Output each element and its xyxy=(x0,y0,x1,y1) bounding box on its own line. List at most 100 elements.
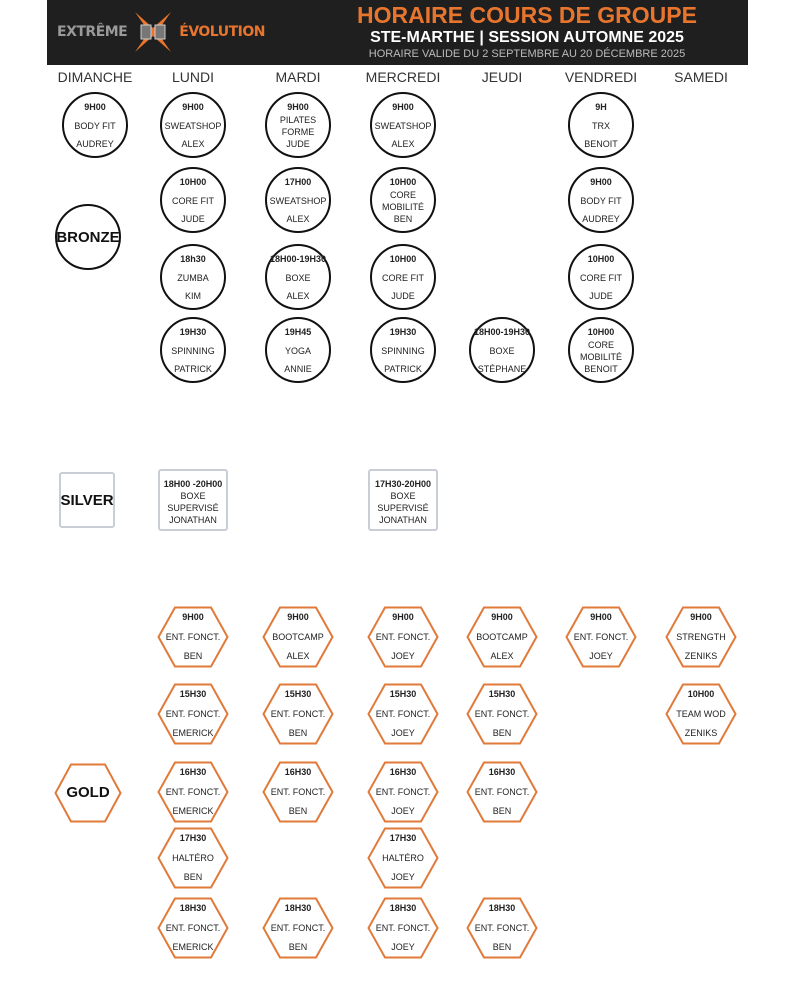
class-slot-gold[interactable]: 9H00 BOOTCAMP ALEX xyxy=(262,606,334,668)
class-instructor: JOEY xyxy=(589,651,613,661)
class-slot-gold[interactable]: 9H00 ENT. FONCT. JOEY xyxy=(367,606,439,668)
class-slot-gold[interactable]: 18H30 ENT. FONCT. JOEY xyxy=(367,897,439,959)
class-slot-bronze[interactable]: 17H00 SWEATSHOP ALEX xyxy=(265,167,331,233)
class-name: ENT. FONCT. xyxy=(474,786,530,797)
class-name: BOOTCAMP xyxy=(272,631,324,642)
class-name: CORE FIT xyxy=(172,195,214,206)
class-slot-gold[interactable]: 18H30 ENT. FONCT. BEN xyxy=(466,897,538,959)
class-slot-gold[interactable]: 9H00 ENT. FONCT. JOEY xyxy=(565,606,637,668)
class-name: ENT. FONCT. xyxy=(573,631,629,642)
class-slot-gold[interactable]: 18H30 ENT. FONCT. EMERICK xyxy=(157,897,229,959)
hexagon-shape xyxy=(157,606,229,668)
class-slot-bronze[interactable]: 10H00 CORE FIT JUDE xyxy=(370,244,436,310)
class-name: CORE MOBILITÉ xyxy=(579,339,622,362)
hexagon-shape xyxy=(262,897,334,959)
class-name: SWEATSHOP xyxy=(164,120,222,131)
class-slot-bronze[interactable]: 9H00 BODY FIT AUDREY xyxy=(62,92,128,158)
class-instructor: ALEX xyxy=(286,214,310,224)
class-name: ENT. FONCT. xyxy=(165,708,221,719)
class-slot-gold[interactable]: 9H00 STRENGTH ZENIKS xyxy=(665,606,737,668)
class-name: ENT. FONCT. xyxy=(375,631,431,642)
class-slot-gold[interactable]: 15H30 ENT. FONCT. BEN xyxy=(466,683,538,745)
hexagon-shape xyxy=(367,606,439,668)
class-instructor: BENOIT xyxy=(584,364,618,374)
class-name: SUPERVISÉ xyxy=(167,503,219,513)
class-name: ENT. FONCT. xyxy=(270,708,326,719)
hexagon-shape xyxy=(54,763,122,823)
class-slot-gold[interactable]: 17H30 HALTÉRO JOEY xyxy=(367,827,439,889)
class-instructor: PATRICK xyxy=(384,364,422,374)
class-slot-gold[interactable]: 16H30 ENT. FONCT. BEN xyxy=(262,761,334,823)
hexagon-shape xyxy=(466,897,538,959)
class-name: SWEATSHOP xyxy=(374,120,432,131)
class-slot-gold[interactable]: 15H30 ENT. FONCT. EMERICK xyxy=(157,683,229,745)
validity-text: HORAIRE VALIDE DU 2 SEPTEMBRE AU 20 DÉCE… xyxy=(368,48,686,60)
hexagon-shape xyxy=(367,683,439,745)
class-slot-bronze[interactable]: 18H00-19H30 BOXE STÉPHANE xyxy=(469,317,535,383)
class-time: 19H45 xyxy=(284,327,312,337)
class-time: 10H00 xyxy=(389,254,417,264)
class-name: SWEATSHOP xyxy=(269,195,327,206)
class-instructor: ANNIE xyxy=(284,364,312,374)
class-slot-bronze[interactable]: 18h30 ZUMBA KIM xyxy=(160,244,226,310)
class-instructor: JUDE xyxy=(391,291,415,301)
class-slot-gold[interactable]: 17H30 HALTÉRO BEN xyxy=(157,827,229,889)
class-instructor: JONATHAN xyxy=(379,515,427,525)
day-header-3: MERCREDI xyxy=(365,69,441,85)
class-slot-bronze[interactable]: 9H00 SWEATSHOP ALEX xyxy=(370,92,436,158)
class-slot-bronze[interactable]: 9H00 PILATES FORME JUDE xyxy=(265,92,331,158)
class-time: 18H30 xyxy=(488,903,516,913)
class-name: ENT. FONCT. xyxy=(474,922,530,933)
class-slot-bronze[interactable]: 19H45 YOGA ANNIE xyxy=(265,317,331,383)
class-slot-bronze[interactable]: 10H00 CORE FIT JUDE xyxy=(568,244,634,310)
class-time: 17H00 xyxy=(284,177,312,187)
class-name: ENT. FONCT. xyxy=(165,922,221,933)
hexagon-shape xyxy=(157,683,229,745)
class-slot-bronze[interactable]: 19H30 SPINNING PATRICK xyxy=(370,317,436,383)
class-slot-silver[interactable]: 17H30-20H00 BOXE SUPERVISÉ JONATHAN xyxy=(368,469,438,531)
class-slot-bronze[interactable]: 9H TRX BENOIT xyxy=(568,92,634,158)
class-slot-gold[interactable]: 16H30 ENT. FONCT. JOEY xyxy=(367,761,439,823)
day-header-2: MARDI xyxy=(275,69,321,85)
class-name: YOGA xyxy=(284,345,311,356)
class-slot-bronze[interactable]: 10H00 CORE MOBILITÉ BENOIT xyxy=(568,317,634,383)
tier-label-text: GOLD xyxy=(66,783,110,801)
class-slot-bronze[interactable]: 18H00-19H30 BOXE ALEX xyxy=(265,244,331,310)
class-slot-bronze[interactable]: 9H00 BODY FIT AUDREY xyxy=(568,167,634,233)
logo-right-text: ÉVOLUTION xyxy=(179,24,265,40)
hexagon-shape xyxy=(466,606,538,668)
class-instructor: PATRICK xyxy=(174,364,212,374)
class-name: ENT. FONCT. xyxy=(375,786,431,797)
class-slot-bronze[interactable]: 10H00 CORE FIT JUDE xyxy=(160,167,226,233)
class-slot-silver[interactable]: 18H00 -20H00 BOXE SUPERVISÉ JONATHAN xyxy=(158,469,228,531)
class-time: 15H30 xyxy=(389,689,417,699)
class-time: 10H00 xyxy=(389,177,417,187)
class-slot-bronze[interactable]: 10H00 CORE MOBILITÉ BEN xyxy=(370,167,436,233)
class-time: 9H xyxy=(595,102,607,112)
class-time: 9H00 xyxy=(287,612,309,622)
page-subtitle: STE-MARTHE | SESSION AUTOMNE 2025 xyxy=(370,29,684,46)
class-time: 17H30 xyxy=(179,833,207,843)
hexagon-shape xyxy=(367,761,439,823)
class-slot-gold[interactable]: 16H30 ENT. FONCT. BEN xyxy=(466,761,538,823)
class-time: 10H00 xyxy=(587,254,615,264)
class-time: 9H00 xyxy=(182,612,204,622)
class-slot-gold[interactable]: 16H30 ENT. FONCT. EMERICK xyxy=(157,761,229,823)
class-slot-gold[interactable]: 15H30 ENT. FONCT. BEN xyxy=(262,683,334,745)
day-header-5: VENDREDI xyxy=(564,69,638,85)
class-name: HALTÉRO xyxy=(382,852,424,863)
class-slot-bronze[interactable]: 9H00 SWEATSHOP ALEX xyxy=(160,92,226,158)
class-time: 9H00 xyxy=(182,102,204,112)
hexagon-shape xyxy=(665,683,737,745)
class-instructor: BEN xyxy=(183,651,203,661)
class-slot-bronze[interactable]: 19H30 SPINNING PATRICK xyxy=(160,317,226,383)
class-slot-gold[interactable]: 15H30 ENT. FONCT. JOEY xyxy=(367,683,439,745)
class-slot-gold[interactable]: 9H00 ENT. FONCT. BEN xyxy=(157,606,229,668)
class-name: BOOTCAMP xyxy=(476,631,528,642)
class-time: 9H00 xyxy=(590,612,612,622)
class-slot-gold[interactable]: 18H30 ENT. FONCT. BEN xyxy=(262,897,334,959)
class-name: ENT. FONCT. xyxy=(270,922,326,933)
class-instructor: KIM xyxy=(184,291,201,301)
class-slot-gold[interactable]: 9H00 BOOTCAMP ALEX xyxy=(466,606,538,668)
class-slot-gold[interactable]: 10H00 TEAM WOD ZENIKS xyxy=(665,683,737,745)
